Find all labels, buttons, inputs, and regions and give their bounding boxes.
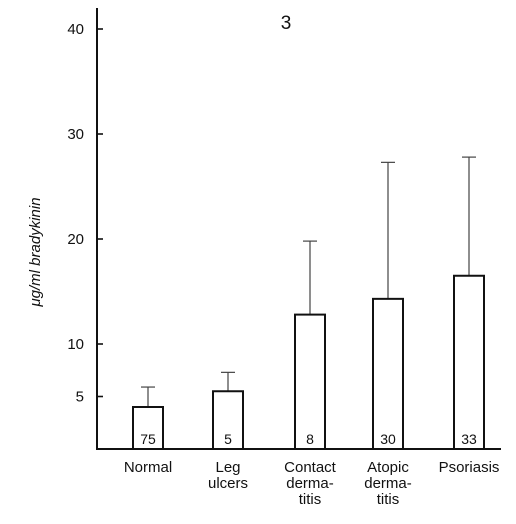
sample-size-label: 30 — [380, 431, 396, 447]
category-label: Contact — [284, 459, 337, 476]
panel-label: 3 — [281, 13, 292, 34]
category-label: ulcers — [208, 475, 248, 492]
category-label: derma- — [286, 475, 334, 492]
category-label: Atopic — [367, 459, 409, 476]
y-axis-label: μg/ml bradykinin — [27, 197, 44, 307]
category-labels: Normal LegulcersContactderma-titisAtopicd… — [124, 459, 500, 508]
category-label: Psoriasis — [439, 459, 500, 476]
y-tick-label: 10 — [67, 336, 84, 353]
y-ticks: 5 10 20 30 40 — [67, 21, 103, 406]
category-label: Normal — [124, 459, 172, 476]
sample-size-label: 8 — [306, 431, 314, 447]
y-tick-label: 20 — [67, 231, 84, 248]
category-label: titis — [299, 491, 322, 508]
bar — [453, 274, 485, 450]
y-tick-label: 5 — [76, 389, 84, 406]
bar — [372, 297, 404, 450]
bar — [212, 390, 244, 450]
category-label: titis — [377, 491, 400, 508]
category-label: Leg — [215, 459, 240, 476]
y-tick-label: 40 — [67, 21, 84, 38]
y-tick-label: 30 — [67, 126, 84, 143]
sample-size-label: 75 — [140, 431, 156, 447]
sample-size-label: 5 — [224, 431, 232, 447]
bar — [294, 313, 326, 450]
bars: 75 5 8 30 33 — [132, 156, 485, 450]
category-label: derma- — [364, 475, 412, 492]
bar — [132, 406, 164, 450]
sample-size-label: 33 — [461, 431, 477, 447]
